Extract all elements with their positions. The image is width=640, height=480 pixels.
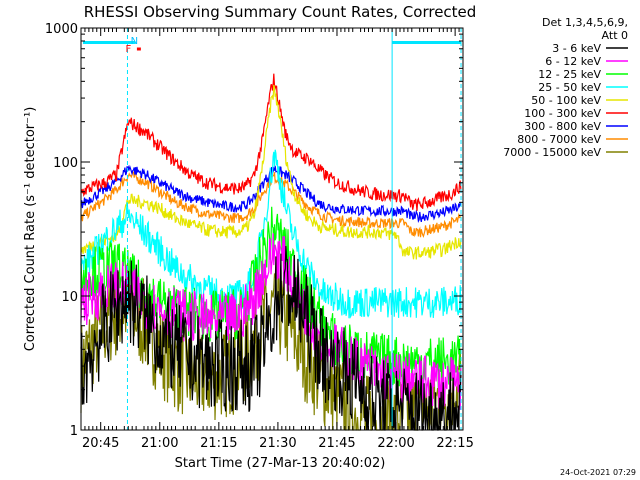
legend-title: Det 1,3,4,5,6,9, Att 0 <box>542 16 628 42</box>
night-layer <box>82 28 462 430</box>
legend-title-line-1: Det 1,3,4,5,6,9, <box>542 16 628 29</box>
legend-item-3: 12 - 25 keV <box>538 68 628 81</box>
legend-item-4: 25 - 50 keV <box>538 81 628 94</box>
legend-label: 800 - 7000 keV <box>517 133 601 146</box>
legend-label: 6 - 12 keV <box>545 55 601 68</box>
x-tick-label-2: 21:00 <box>141 436 178 451</box>
series-layer <box>80 73 462 431</box>
legend-item-2: 6 - 12 keV <box>545 55 628 68</box>
chart-title: RHESSI Observing Summary Count Rates, Co… <box>84 3 477 21</box>
x-tick-label-6: 22:00 <box>377 436 414 451</box>
series-line-4 <box>80 149 462 319</box>
legend-label: 3 - 6 keV <box>552 42 601 55</box>
y-axis-label: Corrected Count Rate (s⁻¹ detector⁻¹) <box>23 107 38 352</box>
series-line-8 <box>80 170 462 238</box>
series-line-6 <box>80 73 462 211</box>
y-tick-label-1: 1 <box>70 424 78 439</box>
series-line-1 <box>80 245 462 431</box>
flag-label-n: N <box>131 36 138 47</box>
legend-title-line-2: Att 0 <box>602 29 628 42</box>
x-tick-label-5: 21:45 <box>318 436 355 451</box>
y-tick-label-2: 10 <box>61 290 78 305</box>
legend-item-5: 50 - 100 keV <box>531 94 628 107</box>
x-axis-label: Start Time (27-Mar-13 20:40:02) <box>175 456 386 471</box>
plot-frame <box>80 27 464 431</box>
axis-layer: 20:45 21:00 21:15 21:30 21:45 22:00 22:15 1 10 10… <box>45 22 474 451</box>
legend-label: 50 - 100 keV <box>531 94 601 107</box>
flag-layer: NF <box>126 36 141 55</box>
legend-item-1: 3 - 6 keV <box>552 42 628 55</box>
legend-label: 25 - 50 keV <box>538 81 601 94</box>
series-line-5 <box>80 84 462 260</box>
x-tick-label-1: 20:45 <box>82 436 119 451</box>
x-tick-label-3: 21:15 <box>200 436 237 451</box>
legend-label: 7000 - 15000 keV <box>503 146 601 159</box>
legend-label: 300 - 800 keV <box>524 120 601 133</box>
x-tick-label-7: 22:15 <box>436 436 473 451</box>
y-tick-label-4: 1000 <box>45 22 78 37</box>
plot-area: NF 20:45 21:00 21:15 21:30 21:45 22:00 22:15 1 1… <box>45 22 474 451</box>
x-tick-label-4: 21:30 <box>259 436 296 451</box>
legend-item-8: 800 - 7000 keV <box>517 133 628 146</box>
flag-label-f: F <box>126 44 132 55</box>
legend-item-6: 100 - 300 keV <box>524 107 628 120</box>
legend-label: 12 - 25 keV <box>538 68 601 81</box>
y-tick-label-3: 100 <box>53 156 78 171</box>
legend-label: 100 - 300 keV <box>524 107 601 120</box>
generation-timestamp: 24-Oct-2021 07:29 <box>560 468 636 477</box>
legend-item-7: 300 - 800 keV <box>524 120 628 133</box>
legend-item-9: 7000 - 15000 keV <box>503 146 628 159</box>
